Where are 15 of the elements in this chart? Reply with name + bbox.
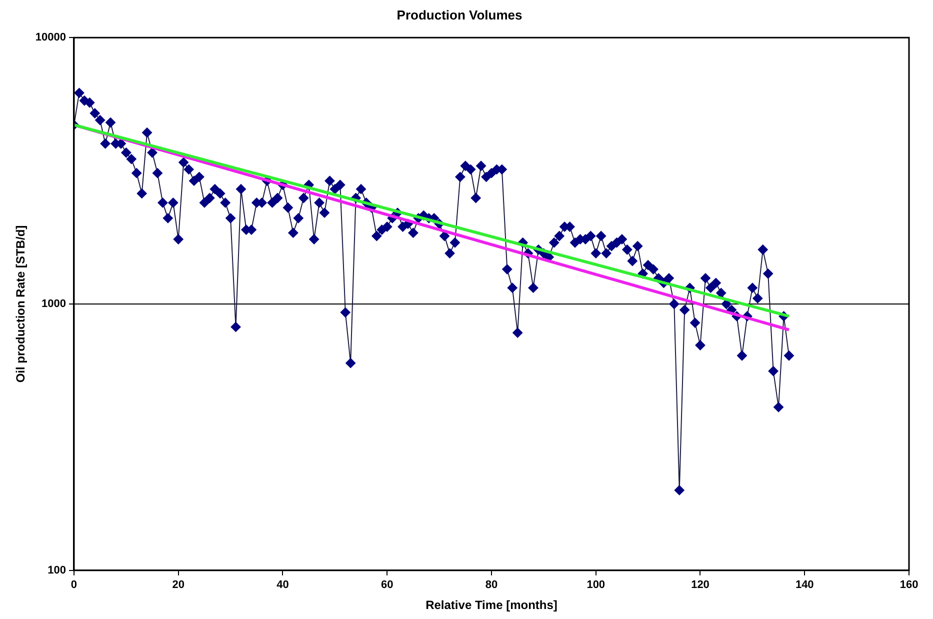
x-tick-label: 100 bbox=[586, 579, 606, 592]
y-tick-label: 10000 bbox=[35, 32, 66, 44]
y-axis-title: Oil production Rate [STB/d] bbox=[14, 225, 28, 383]
x-tick-label: 80 bbox=[485, 579, 498, 592]
x-tick-label: 160 bbox=[900, 579, 918, 592]
y-tick-label: 100 bbox=[48, 564, 66, 576]
x-axis-title: Relative Time [months] bbox=[426, 598, 558, 612]
x-tick-label: 140 bbox=[795, 579, 814, 592]
x-tick-label: 40 bbox=[276, 579, 289, 592]
x-tick-label: 120 bbox=[691, 579, 710, 592]
chart-title: Production Volumes bbox=[396, 7, 522, 22]
y-tick-label: 1000 bbox=[42, 298, 66, 310]
x-tick-label: 20 bbox=[172, 579, 184, 592]
x-tick-label: 0 bbox=[70, 579, 78, 592]
x-tick-label: 60 bbox=[380, 579, 394, 592]
